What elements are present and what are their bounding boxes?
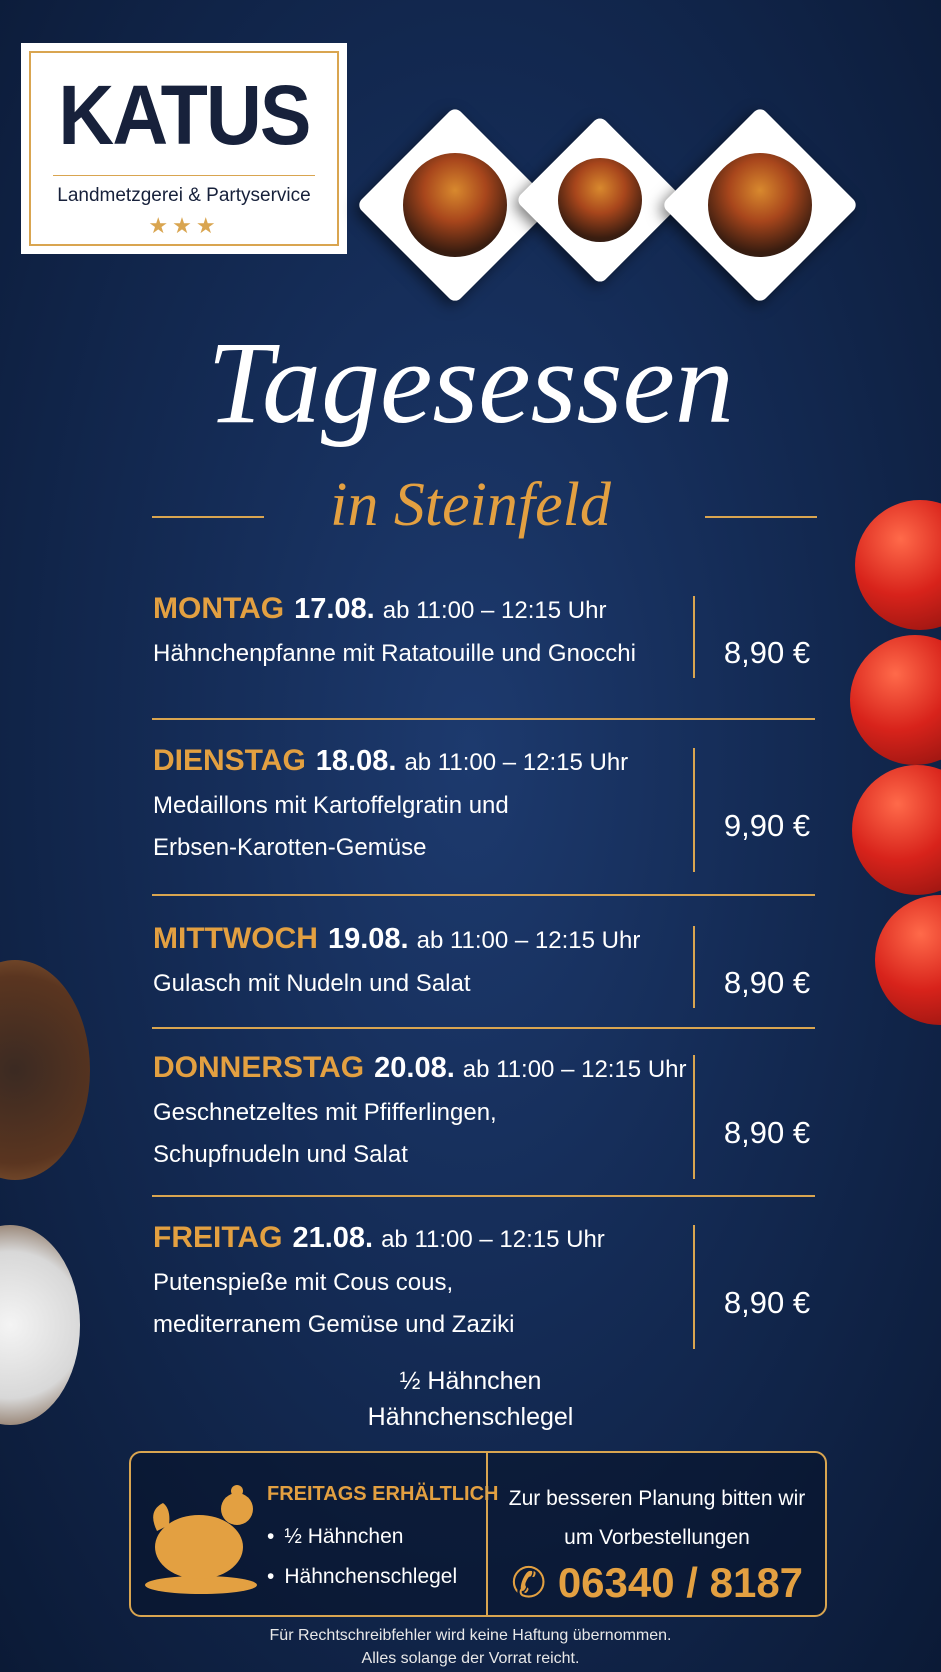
info-heading: FREITAGS ERHÄLTLICH [267,1483,499,1505]
title-rule [705,516,817,518]
divider [693,748,695,872]
divider [693,926,695,1008]
time: ab 11:00 – 12:15 Uhr [416,927,641,954]
divider [693,596,695,678]
bullet: • [267,1565,275,1588]
title: Tagesessen [207,317,734,448]
dish: Geschnetzeltes mit Pfifferlingen, [153,1099,497,1126]
phone-icon: ✆ [510,1559,547,1606]
logo-frame [29,51,339,246]
logo-rule [53,175,315,176]
tomato-decoration [850,635,941,765]
price: 8,90 € [723,1115,811,1150]
menu-header: MITTWOCH 19.08. ab 11:00 – 12:15 Uhr [153,922,640,956]
menu-header: MONTAG 17.08. ab 11:00 – 12:15 Uhr [153,592,606,626]
dish: Medaillons mit Kartoffelgratin und [153,792,509,819]
footer-line: Für Rechtschreibfehler wird keine Haftun… [269,1627,672,1644]
date: 17.08. [294,593,375,625]
info-item-text: ½ Hähnchen [284,1525,404,1548]
divider [693,1225,695,1349]
info-divider [486,1453,488,1615]
separator [152,1195,815,1197]
info-item: • ½ Hähnchen [267,1525,403,1549]
menu-header: DONNERSTAG 20.08. ab 11:00 – 12:15 Uhr [153,1051,687,1085]
subtitle: in Steinfeld [330,471,611,539]
separator [152,894,815,896]
time: ab 11:00 – 12:15 Uhr [381,1226,605,1253]
chicken-icon [145,1485,257,1594]
date: 18.08. [315,745,397,777]
menu-header: FREITAG 21.08. ab 11:00 – 12:15 Uhr [153,1221,605,1255]
date: 20.08. [374,1052,455,1084]
dish: Gulasch mit Nudeln und Salat [153,970,471,997]
price: 8,90 € [723,1285,811,1320]
logo-name: KATUS [58,68,311,162]
time: ab 11:00 – 12:15 Uhr [382,597,607,624]
dish: Putenspieße mit Cous cous, [153,1269,454,1296]
menu-header: DIENSTAG 18.08. ab 11:00 – 12:15 Uhr [153,744,628,778]
day: DIENSTAG [153,744,306,777]
dish: Schupfnudeln und Salat [153,1141,408,1168]
time: ab 11:00 – 12:15 Uhr [404,749,629,776]
date: 21.08. [292,1222,374,1254]
day: DONNERSTAG [153,1051,365,1084]
separator [152,1027,815,1029]
food-plate [661,106,859,304]
tomato-decoration [852,765,941,895]
extra: ½ Hähnchen [399,1367,542,1395]
info-item: • Hähnchenschlegel [267,1565,457,1589]
divider [693,1055,695,1179]
phone-number: 06340 / 8187 [557,1559,804,1606]
logo-tagline: Landmetzgerei & Partyservice [57,185,311,206]
food-plate [515,115,685,285]
pepper-bowl [0,960,90,1180]
info-note: Zur besseren Planung bitten wir um Vorbe… [489,1479,825,1557]
logo: KATUS Landmetzgerei & Partyservice ★★★ [21,43,347,254]
price: 8,90 € [723,965,811,1000]
date: 19.08. [327,923,409,955]
dish: Erbsen-Karotten-Gemüse [153,834,427,861]
dish: Hähnchenpfanne mit Ratatouille und Gnocc… [153,640,636,667]
phone: ✆ 06340 / 8187 [489,1558,825,1607]
extra: Hähnchenschlegel [367,1403,574,1431]
price: 8,90 € [723,635,811,670]
day: FREITAG [153,1221,283,1254]
info-note-line: um Vorbestellungen [564,1526,750,1549]
time: ab 11:00 – 12:15 Uhr [462,1056,687,1083]
info-note-line: Zur besseren Planung bitten wir [508,1487,806,1510]
day: MITTWOCH [153,922,318,955]
separator [152,718,815,720]
footer-line: Alles solange der Vorrat reicht. [361,1650,580,1667]
day: MONTAG [153,592,285,625]
title-rule [152,516,264,518]
bullet: • [267,1525,275,1548]
dish: mediterranem Gemüse und Zaziki [153,1311,515,1338]
tomato-decoration [875,895,941,1025]
info-item-text: Hähnchenschlegel [284,1565,458,1588]
logo-stars: ★★★ [148,213,220,238]
price: 9,90 € [723,808,811,843]
info-box: FREITAGS ERHÄLTLICH • ½ Hähnchen • Hähnchen… [129,1451,827,1617]
